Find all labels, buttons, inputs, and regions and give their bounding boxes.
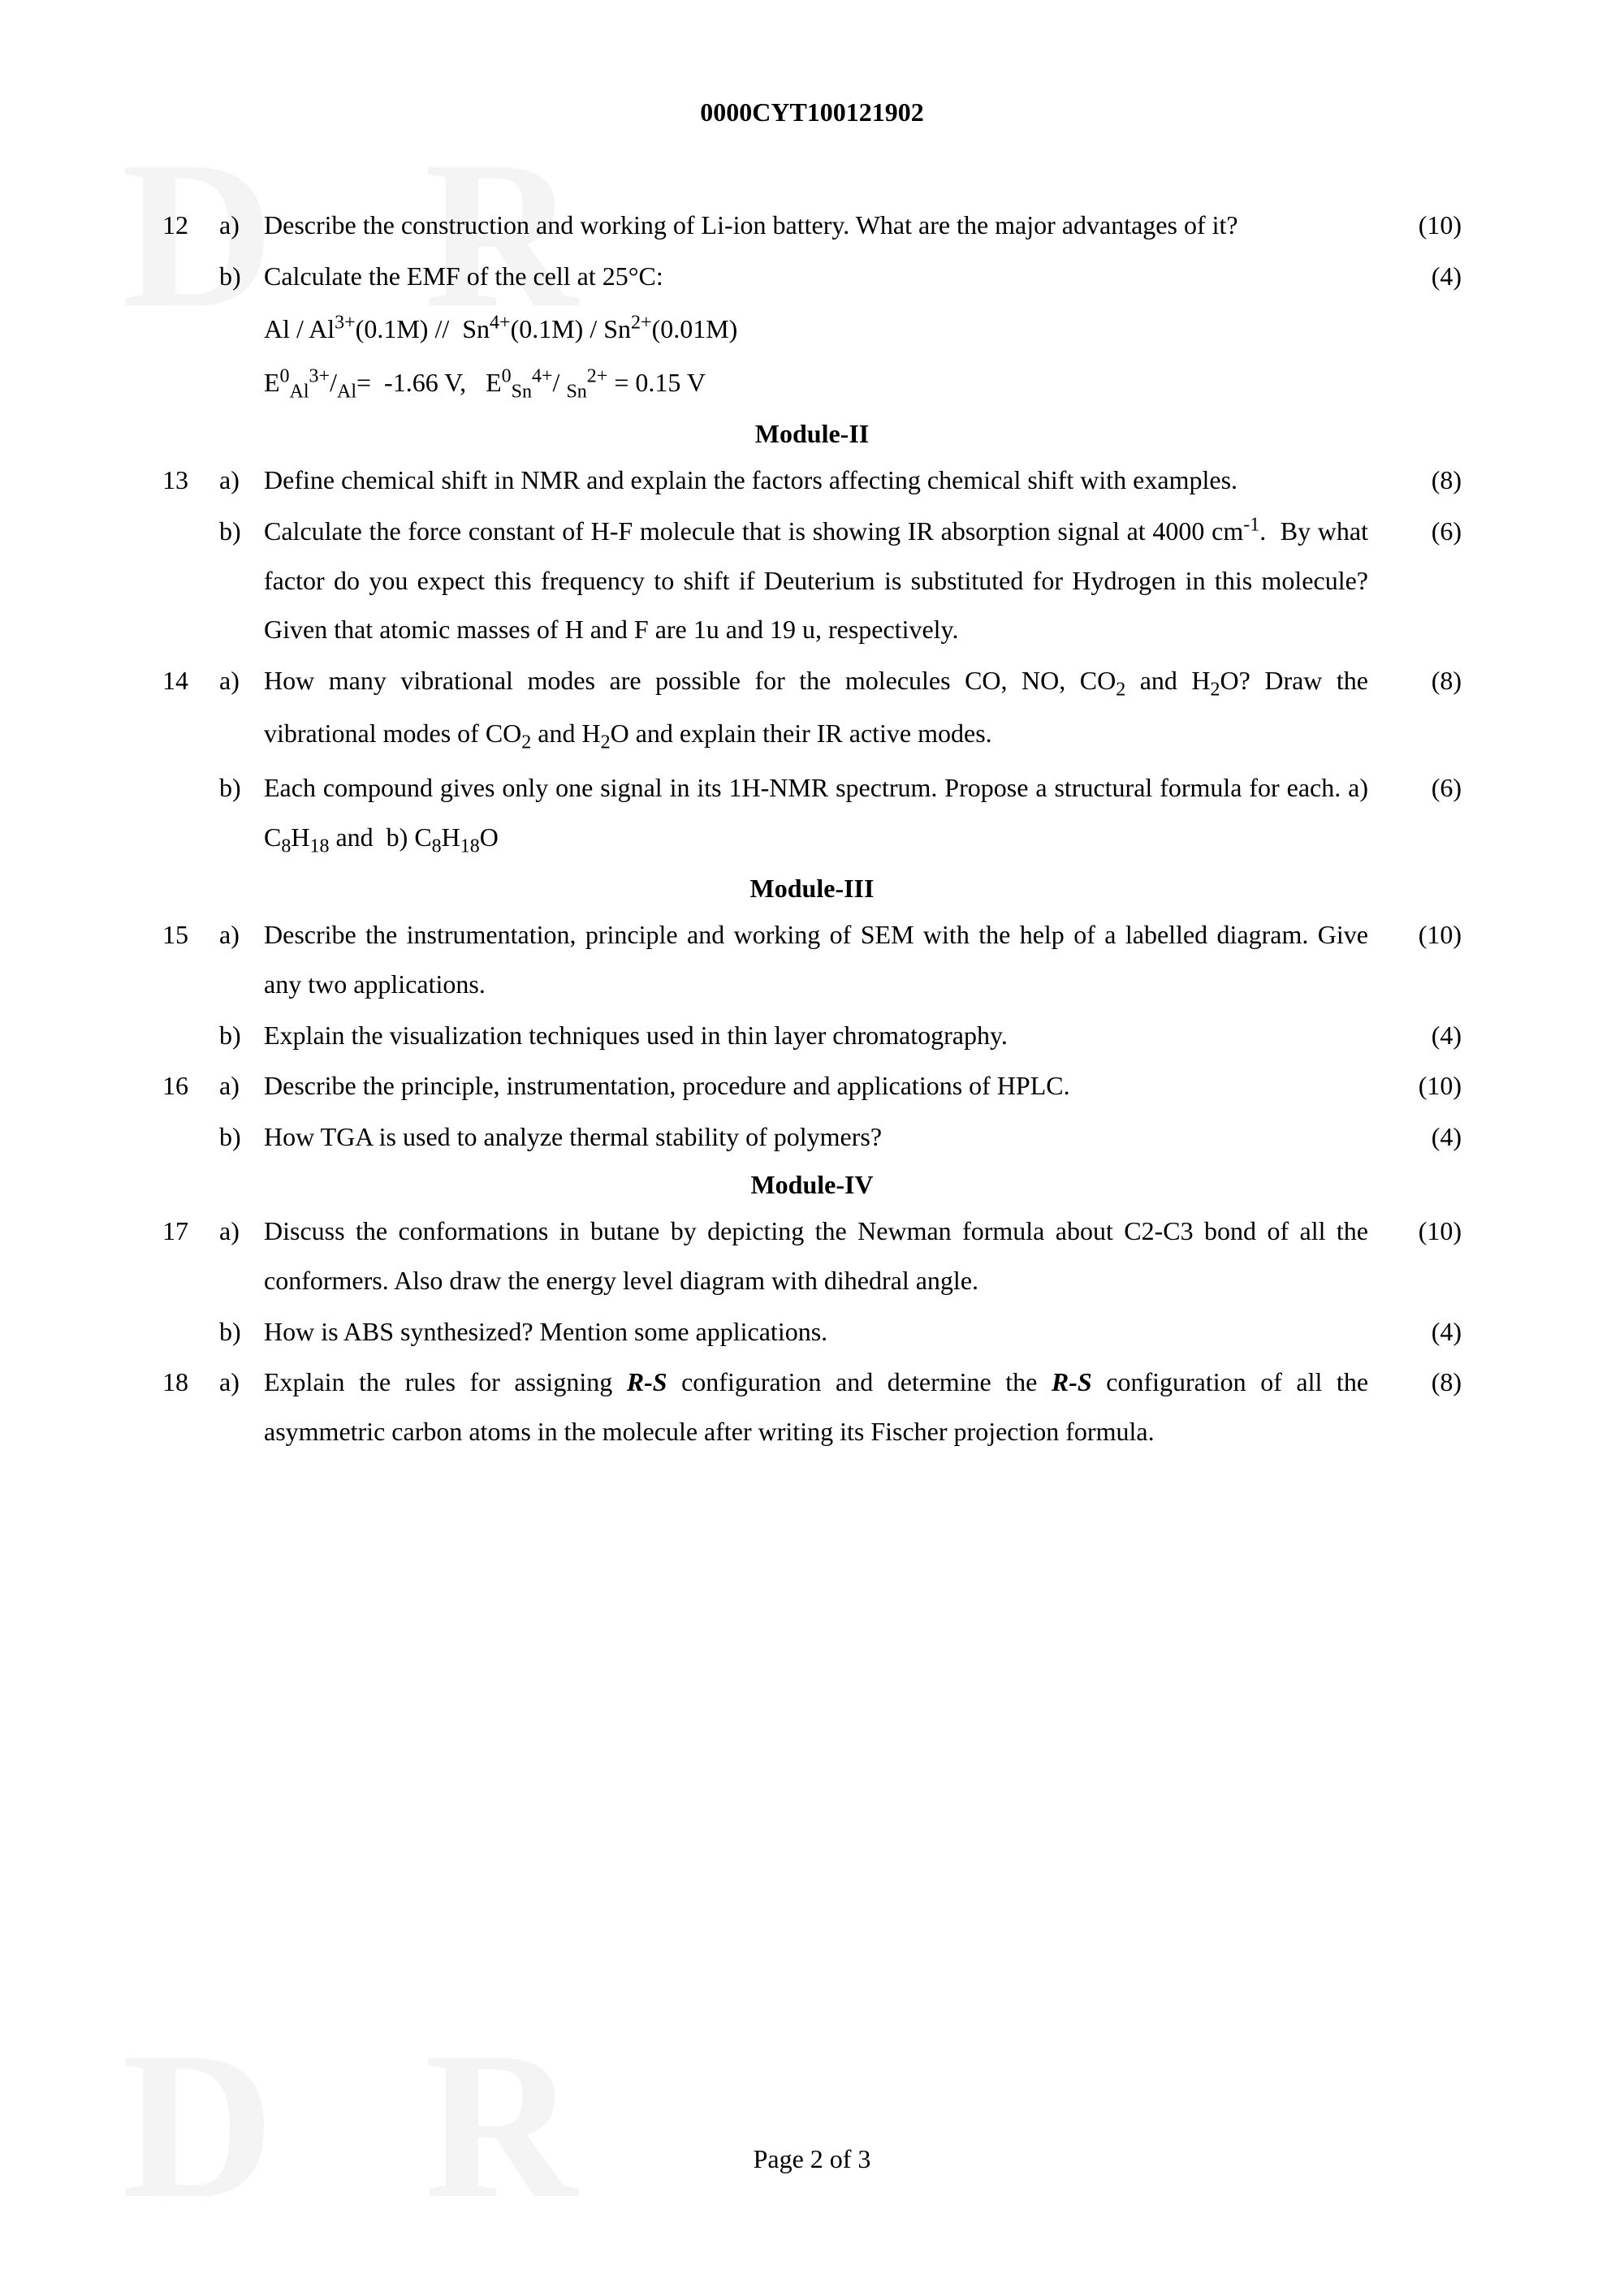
q12b-line2: Al / Al3+(0.1M) // Sn4+(0.1M) / Sn2+(0.0…: [264, 303, 1389, 355]
q14a-text: How many vibrational modes are possible …: [264, 656, 1389, 762]
q13-number: 13: [162, 455, 219, 505]
q15b-row: b) Explain the visualization techniques …: [162, 1011, 1462, 1060]
q14b-label: b): [219, 763, 264, 813]
q15a-text: Describe the instrumentation, principle …: [264, 910, 1389, 1009]
q12b-label: b): [219, 252, 264, 301]
q13b-marks: (6): [1389, 507, 1462, 556]
q17b-row: b) How is ABS synthesized? Mention some …: [162, 1307, 1462, 1357]
q12b-row2: Al / Al3+(0.1M) // Sn4+(0.1M) / Sn2+(0.0…: [162, 303, 1462, 355]
q12a-label: a): [219, 201, 264, 250]
q16a-label: a): [219, 1061, 264, 1111]
q14b-marks: (6): [1389, 763, 1462, 813]
q12b-line3: E0Al3+/Al= -1.66 V, E0Sn4+/ Sn2+ = 0.15 …: [264, 356, 1389, 411]
q15b-label: b): [219, 1011, 264, 1060]
q18a-text: Explain the rules for assigning R-S conf…: [264, 1357, 1389, 1457]
watermark-bottom: D R: [122, 2005, 626, 2247]
q13b-row: b) Calculate the force constant of H-F m…: [162, 507, 1462, 654]
q16b-label: b): [219, 1112, 264, 1162]
q16a-text: Describe the principle, instrumentation,…: [264, 1061, 1389, 1111]
q15b-marks: (4): [1389, 1011, 1462, 1060]
q18a-label: a): [219, 1357, 264, 1407]
q18a-row: 18 a) Explain the rules for assigning R-…: [162, 1357, 1462, 1457]
q12b-row1: b) Calculate the EMF of the cell at 25°C…: [162, 252, 1462, 301]
q12-number: 12: [162, 201, 219, 250]
module-2-heading: Module-II: [162, 419, 1462, 449]
q18-number: 18: [162, 1357, 219, 1407]
q14a-row: 14 a) How many vibrational modes are pos…: [162, 656, 1462, 762]
q15a-marks: (10): [1389, 910, 1462, 960]
q12a-marks: (10): [1389, 201, 1462, 250]
page-container: D R D R 0000CYT100121902 12 a) Describe …: [0, 0, 1624, 2296]
q12b-marks: (4): [1389, 252, 1462, 301]
module-4-heading: Module-IV: [162, 1170, 1462, 1200]
q17a-text: Discuss the conformations in butane by d…: [264, 1206, 1389, 1306]
q12a-text: Describe the construction and working of…: [264, 201, 1389, 250]
q18a-marks: (8): [1389, 1357, 1462, 1407]
q16b-text: How TGA is used to analyze thermal stabi…: [264, 1112, 1389, 1162]
q15-number: 15: [162, 910, 219, 960]
q13b-text: Calculate the force constant of H-F mole…: [264, 507, 1389, 654]
q16b-row: b) How TGA is used to analyze thermal st…: [162, 1112, 1462, 1162]
q17b-label: b): [219, 1307, 264, 1357]
q13a-label: a): [219, 455, 264, 505]
q13b-label: b): [219, 507, 264, 556]
q14a-marks: (8): [1389, 656, 1462, 706]
q17b-marks: (4): [1389, 1307, 1462, 1357]
q13a-row: 13 a) Define chemical shift in NMR and e…: [162, 455, 1462, 505]
q12b-line1: Calculate the EMF of the cell at 25°C:: [264, 252, 1389, 301]
q16-number: 16: [162, 1061, 219, 1111]
q17-number: 17: [162, 1206, 219, 1256]
q14b-row: b) Each compound gives only one signal i…: [162, 763, 1462, 865]
q17a-row: 17 a) Discuss the conformations in butan…: [162, 1206, 1462, 1306]
q13a-marks: (8): [1389, 455, 1462, 505]
q17a-label: a): [219, 1206, 264, 1256]
q17a-marks: (10): [1389, 1206, 1462, 1256]
q16a-row: 16 a) Describe the principle, instrument…: [162, 1061, 1462, 1111]
q14-number: 14: [162, 656, 219, 706]
page-footer: Page 2 of 3: [0, 2144, 1624, 2174]
q12a-row: 12 a) Describe the construction and work…: [162, 201, 1462, 250]
q16a-marks: (10): [1389, 1061, 1462, 1111]
q14b-text: Each compound gives only one signal in i…: [264, 763, 1389, 865]
header-code: 0000CYT100121902: [162, 97, 1462, 127]
q16b-marks: (4): [1389, 1112, 1462, 1162]
module-3-heading: Module-III: [162, 874, 1462, 904]
q17b-text: How is ABS synthesized? Mention some app…: [264, 1307, 1389, 1357]
q15b-text: Explain the visualization techniques use…: [264, 1011, 1389, 1060]
q15a-row: 15 a) Describe the instrumentation, prin…: [162, 910, 1462, 1009]
q13a-text: Define chemical shift in NMR and explain…: [264, 455, 1389, 505]
q15a-label: a): [219, 910, 264, 960]
q12b-row3: E0Al3+/Al= -1.66 V, E0Sn4+/ Sn2+ = 0.15 …: [162, 356, 1462, 411]
q14a-label: a): [219, 656, 264, 706]
